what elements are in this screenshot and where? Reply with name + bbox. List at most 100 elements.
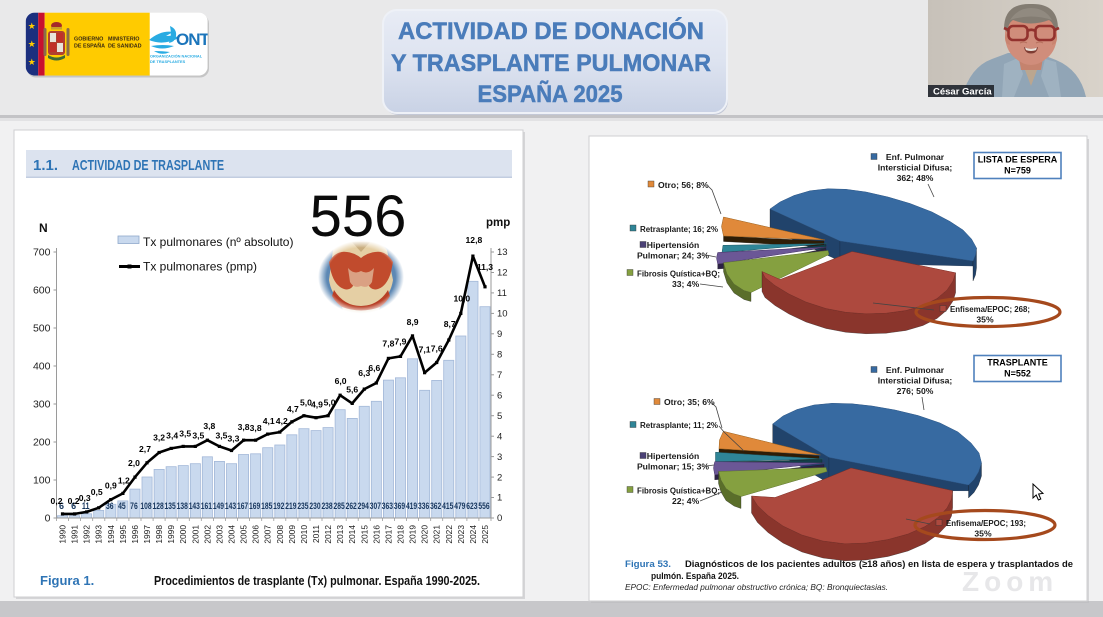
svg-text:2006: 2006 <box>251 525 261 544</box>
svg-text:DE SANIDAD: DE SANIDAD <box>108 44 142 50</box>
svg-text:2000: 2000 <box>178 525 188 544</box>
svg-text:3,3: 3,3 <box>228 433 240 443</box>
svg-text:5,0: 5,0 <box>324 398 336 408</box>
svg-text:2024: 2024 <box>468 525 478 544</box>
svg-text:4: 4 <box>497 431 502 442</box>
svg-text:623: 623 <box>466 501 477 511</box>
svg-text:185: 185 <box>261 501 272 511</box>
svg-text:0: 0 <box>497 513 502 524</box>
svg-text:Pulmonar; 15; 3%: Pulmonar; 15; 3% <box>637 462 709 472</box>
svg-text:143: 143 <box>225 501 236 511</box>
svg-text:2001: 2001 <box>190 525 200 544</box>
svg-text:3,5: 3,5 <box>192 430 204 440</box>
svg-text:235: 235 <box>297 501 308 511</box>
svg-text:2010: 2010 <box>299 525 309 544</box>
svg-text:1990: 1990 <box>58 525 68 544</box>
svg-text:238: 238 <box>321 501 332 511</box>
svg-text:Procedimientos de trasplante (: Procedimientos de trasplante (Tx) pulmon… <box>154 574 480 588</box>
svg-text:2019: 2019 <box>408 525 418 544</box>
svg-text:N: N <box>39 221 48 235</box>
svg-text:DE TRASPLANTES: DE TRASPLANTES <box>150 59 186 64</box>
svg-text:336: 336 <box>418 501 429 511</box>
svg-text:2009: 2009 <box>287 525 297 544</box>
svg-text:Figura 53.: Figura 53. <box>625 559 671 569</box>
svg-text:ONT: ONT <box>176 30 211 49</box>
svg-text:6,3: 6,3 <box>358 368 370 378</box>
svg-text:143: 143 <box>189 501 200 511</box>
svg-text:8,7: 8,7 <box>444 319 456 329</box>
svg-text:0,9: 0,9 <box>105 481 117 491</box>
svg-text:★: ★ <box>28 21 36 31</box>
svg-text:2025: 2025 <box>480 525 490 544</box>
svg-text:Retrasplante; 11; 2%: Retrasplante; 11; 2% <box>640 420 718 430</box>
svg-text:35%: 35% <box>974 529 992 539</box>
svg-text:285: 285 <box>334 501 345 511</box>
svg-text:Tx pulmonares (nº absoluto): Tx pulmonares (nº absoluto) <box>143 235 293 249</box>
svg-text:230: 230 <box>309 501 320 511</box>
svg-text:12,8: 12,8 <box>466 235 483 245</box>
svg-text:35%: 35% <box>976 315 994 325</box>
svg-text:200: 200 <box>33 437 51 449</box>
svg-text:★: ★ <box>28 57 36 67</box>
svg-text:161: 161 <box>201 501 212 511</box>
svg-text:192: 192 <box>273 501 284 511</box>
svg-text:2013: 2013 <box>335 525 345 544</box>
svg-text:362; 48%: 362; 48% <box>897 173 934 183</box>
svg-text:1994: 1994 <box>106 525 116 544</box>
svg-text:pulmón. España 2025.: pulmón. España 2025. <box>651 571 739 581</box>
svg-text:1993: 1993 <box>94 525 104 544</box>
svg-text:1997: 1997 <box>142 525 152 544</box>
svg-text:★: ★ <box>28 39 36 49</box>
svg-text:8,9: 8,9 <box>407 317 419 327</box>
svg-text:2003: 2003 <box>214 525 224 544</box>
svg-text:500: 500 <box>33 323 51 335</box>
svg-text:300: 300 <box>33 399 51 411</box>
svg-text:13: 13 <box>497 247 508 258</box>
svg-text:2002: 2002 <box>202 525 212 544</box>
svg-text:Otro; 35; 6%: Otro; 35; 6% <box>664 397 715 407</box>
svg-text:LISTA DE ESPERA: LISTA DE ESPERA <box>978 155 1058 165</box>
svg-text:5: 5 <box>497 411 502 422</box>
svg-text:Tx pulmonares (pmp): Tx pulmonares (pmp) <box>143 260 257 274</box>
svg-text:128: 128 <box>152 501 163 511</box>
svg-text:2008: 2008 <box>275 525 285 544</box>
svg-text:11: 11 <box>497 288 507 299</box>
svg-text:3,2: 3,2 <box>153 433 165 443</box>
svg-text:Fibrosis Quística+BQ;: Fibrosis Quística+BQ; <box>637 269 720 279</box>
svg-text:7,1: 7,1 <box>419 345 431 355</box>
svg-text:1.1.: 1.1. <box>33 157 58 174</box>
svg-text:pmp: pmp <box>486 217 510 229</box>
svg-text:12: 12 <box>497 268 508 279</box>
svg-text:N=759: N=759 <box>1004 166 1031 176</box>
svg-text:6,6: 6,6 <box>368 363 380 373</box>
svg-text:0,3: 0,3 <box>79 493 91 503</box>
svg-text:33; 4%: 33; 4% <box>672 279 700 289</box>
svg-text:3,4: 3,4 <box>166 430 178 440</box>
svg-text:2017: 2017 <box>383 525 393 544</box>
svg-text:369: 369 <box>394 501 405 511</box>
svg-text:219: 219 <box>285 501 296 511</box>
svg-text:22; 4%: 22; 4% <box>672 496 700 506</box>
svg-text:Figura 1.: Figura 1. <box>40 573 94 588</box>
svg-text:10,0: 10,0 <box>453 293 470 303</box>
svg-text:EPOC: Enfermedad pulmonar obst: EPOC: Enfermedad pulmonar obstructivo cr… <box>625 582 888 592</box>
svg-text:ORGANIZACIÓN NACIONAL: ORGANIZACIÓN NACIONAL <box>150 54 203 59</box>
svg-text:276; 50%: 276; 50% <box>897 386 934 396</box>
svg-text:3,5: 3,5 <box>215 430 227 440</box>
svg-text:2021: 2021 <box>432 525 442 544</box>
svg-text:3,5: 3,5 <box>179 428 191 438</box>
svg-text:Y TRASPLANTE PULMONAR: Y TRASPLANTE PULMONAR <box>391 50 711 77</box>
svg-text:138: 138 <box>177 501 188 511</box>
svg-text:100: 100 <box>33 475 51 487</box>
svg-text:1999: 1999 <box>166 525 176 544</box>
svg-text:Intersticial Difusa;: Intersticial Difusa; <box>878 163 953 173</box>
svg-text:Enf. Pulmonar: Enf. Pulmonar <box>886 152 945 162</box>
svg-text:7: 7 <box>497 370 502 381</box>
svg-text:8: 8 <box>497 350 502 361</box>
svg-text:Enf. Pulmonar: Enf. Pulmonar <box>886 365 945 375</box>
svg-text:4,9: 4,9 <box>311 400 323 410</box>
svg-text:5,0: 5,0 <box>300 398 312 408</box>
svg-text:10: 10 <box>497 309 508 320</box>
svg-text:4,7: 4,7 <box>287 404 299 414</box>
svg-text:2011: 2011 <box>311 525 321 543</box>
